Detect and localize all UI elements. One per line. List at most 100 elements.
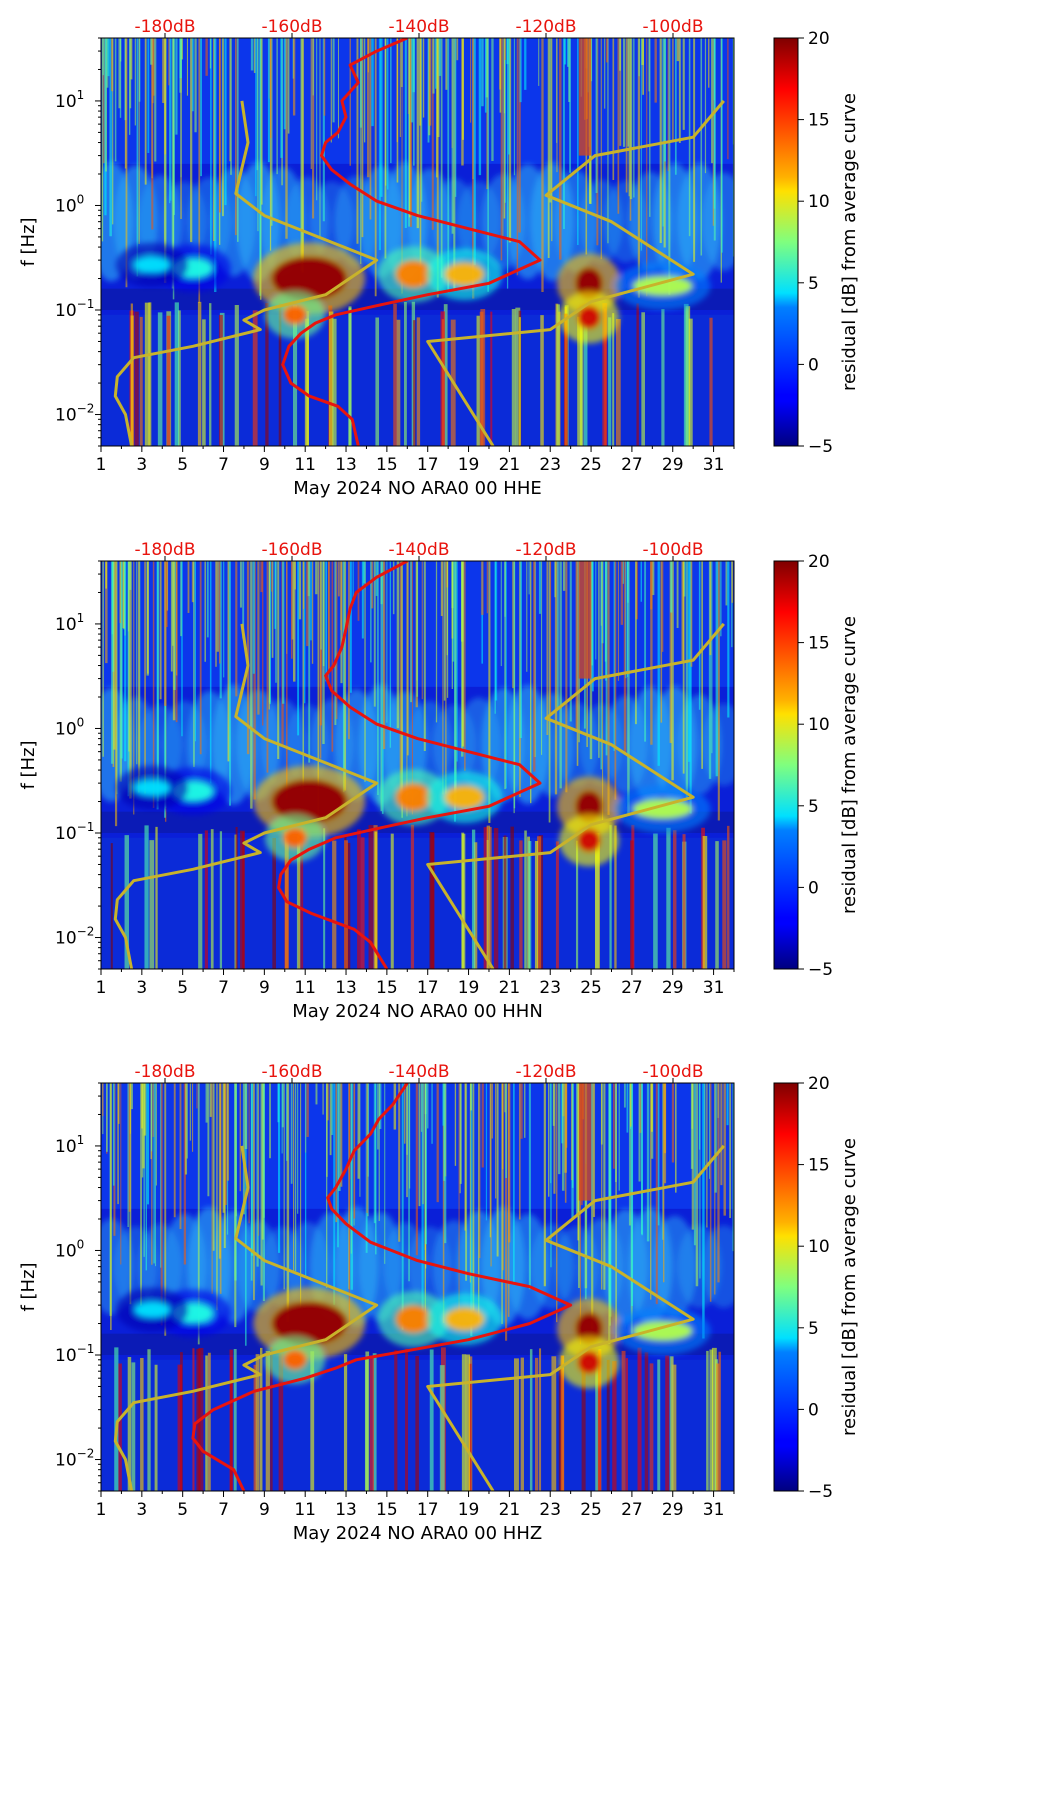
top-db-label: -140dB (388, 1062, 449, 1082)
top-db-label: -180dB (134, 1062, 195, 1082)
x-tick-label: 29 (662, 978, 684, 998)
colorbar-tick-label: 0 (808, 355, 819, 375)
plot-frame (100, 37, 735, 447)
y-tick-label: 100 (55, 715, 84, 739)
x-tick-label: 21 (499, 1500, 521, 1520)
lower-band (101, 837, 734, 969)
x-tick-label: 11 (294, 455, 316, 475)
low-noise-model-curve (113, 623, 379, 969)
x-tick-label: 21 (499, 455, 521, 475)
plot-area (101, 561, 734, 969)
y-tick-label: 100 (55, 192, 84, 216)
storm-column (578, 1083, 592, 1201)
x-tick-label: 19 (458, 1500, 480, 1520)
x-tick-label: 27 (621, 455, 643, 475)
spectrogram-panel-1: 1 3 5 7 9 11 13 15 17 19 21 23 25 27 29 3110110010−110−… (18, 17, 860, 499)
vertical-streaks (102, 1083, 734, 1491)
x-tick-label: 3 (136, 1500, 147, 1520)
x-tick-label: 13 (335, 455, 357, 475)
y-tick-label: 101 (55, 611, 84, 635)
y-tick-label: 10−2 (55, 402, 94, 426)
x-tick-label: 3 (136, 978, 147, 998)
storm-column (578, 38, 592, 156)
colorbar-tick-label: 15 (808, 111, 830, 131)
plot-frame (100, 560, 735, 970)
x-tick-label: 13 (335, 978, 357, 998)
x-tick-label: 29 (662, 455, 684, 475)
vertical-streaks (101, 38, 734, 446)
low-noise-model-curve (113, 100, 379, 446)
colorbar-tick-label: 0 (808, 1400, 819, 1420)
colorbar-label: residual [dB] from average curve (839, 1138, 860, 1436)
top-db-label: -120dB (515, 17, 576, 37)
spectrogram-panel-3: 1 3 5 7 9 11 13 15 17 19 21 23 25 27 29 3110110010−110−… (18, 1062, 860, 1544)
colorbar-tick-label: 5 (808, 1319, 819, 1339)
x-axis-label: May 2024 NO ARA0 00 HHE (293, 478, 541, 499)
x-tick-label: 17 (417, 978, 439, 998)
x-tick-label: 11 (294, 978, 316, 998)
colorbar: 20 15 10 5 0 −5 residual [dB] from average cur… (773, 29, 860, 457)
storm-column (578, 561, 592, 679)
x-tick-label: 23 (539, 978, 561, 998)
colorbar-tick-label: −5 (808, 1482, 833, 1502)
colorbar-tick-label: 10 (808, 1237, 830, 1257)
top-db-label: -160dB (261, 17, 322, 37)
x-tick-label: 9 (259, 455, 270, 475)
x-tick-label: 7 (218, 978, 229, 998)
top-db-label: -100dB (642, 540, 703, 560)
colorbar-tick-label: −5 (808, 437, 833, 457)
x-tick-label: 23 (539, 1500, 561, 1520)
top-db-label: -180dB (134, 17, 195, 37)
colorbar-tick-label: 20 (808, 552, 830, 572)
top-db-label: -180dB (134, 540, 195, 560)
x-tick-label: 31 (703, 978, 725, 998)
colorbar: 20 15 10 5 0 −5 residual [dB] from average cur… (773, 552, 860, 980)
low-noise-model-curve (113, 1145, 379, 1491)
colorbar-gradient (774, 561, 798, 969)
colorbar-tick-label: −5 (808, 960, 833, 980)
colorbar-tick-label: 15 (808, 1156, 830, 1176)
panels-root: 1 3 5 7 9 11 13 15 17 19 21 23 25 27 29 3110110010−110−… (18, 17, 860, 1544)
colorbar-tick-label: 20 (808, 1074, 830, 1094)
x-tick-label: 7 (218, 1500, 229, 1520)
x-tick-label: 5 (177, 1500, 188, 1520)
x-tick-label: 13 (335, 1500, 357, 1520)
x-tick-label: 17 (417, 1500, 439, 1520)
top-db-label: -160dB (261, 540, 322, 560)
y-tick-label: 10−2 (55, 1447, 94, 1471)
colorbar-label: residual [dB] from average curve (839, 93, 860, 391)
x-tick-label: 19 (458, 978, 480, 998)
y-tick-label: 10−1 (55, 1342, 94, 1366)
top-db-label: -140dB (388, 540, 449, 560)
x-tick-label: 19 (458, 455, 480, 475)
colorbar-gradient (774, 38, 798, 446)
x-tick-label: 15 (376, 1500, 398, 1520)
colorbar: 20 15 10 5 0 −5 residual [dB] from average cur… (773, 1074, 860, 1502)
x-tick-label: 25 (580, 978, 602, 998)
x-axis-label: May 2024 NO ARA0 00 HHZ (293, 1523, 542, 1544)
x-tick-label: 23 (539, 455, 561, 475)
x-tick-label: 7 (218, 455, 229, 475)
y-tick-label: 10−1 (55, 297, 94, 321)
colorbar-frame (773, 560, 799, 970)
mean-psd-curve (191, 1083, 573, 1491)
high-noise-model-curve (426, 99, 725, 446)
y-tick-label: 100 (55, 1237, 84, 1261)
top-db-label: -100dB (642, 17, 703, 37)
event-blobs (116, 242, 711, 344)
top-db-label: -160dB (261, 1062, 322, 1082)
colorbar-tick-label: 10 (808, 715, 830, 735)
x-tick-label: 1 (96, 1500, 107, 1520)
x-tick-label: 29 (662, 1500, 684, 1520)
y-tick-label: 10−2 (55, 925, 94, 949)
colorbar-label: residual [dB] from average curve (839, 616, 860, 914)
x-tick-label: 5 (177, 978, 188, 998)
top-db-label: -140dB (388, 17, 449, 37)
colorbar-tick-label: 20 (808, 29, 830, 49)
colorbar-tick-label: 10 (808, 192, 830, 212)
colorbar-frame (773, 37, 799, 447)
x-tick-label: 1 (96, 455, 107, 475)
colorbar-gradient (774, 1083, 798, 1491)
x-tick-label: 21 (499, 978, 521, 998)
